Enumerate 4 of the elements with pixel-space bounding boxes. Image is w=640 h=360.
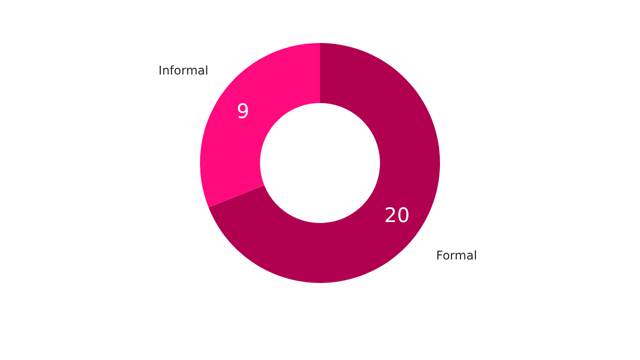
data-label: 20: [384, 203, 410, 228]
slice-label: Formal: [436, 248, 478, 263]
slice-label: Informal: [158, 63, 208, 78]
data-label: 9: [236, 98, 250, 123]
